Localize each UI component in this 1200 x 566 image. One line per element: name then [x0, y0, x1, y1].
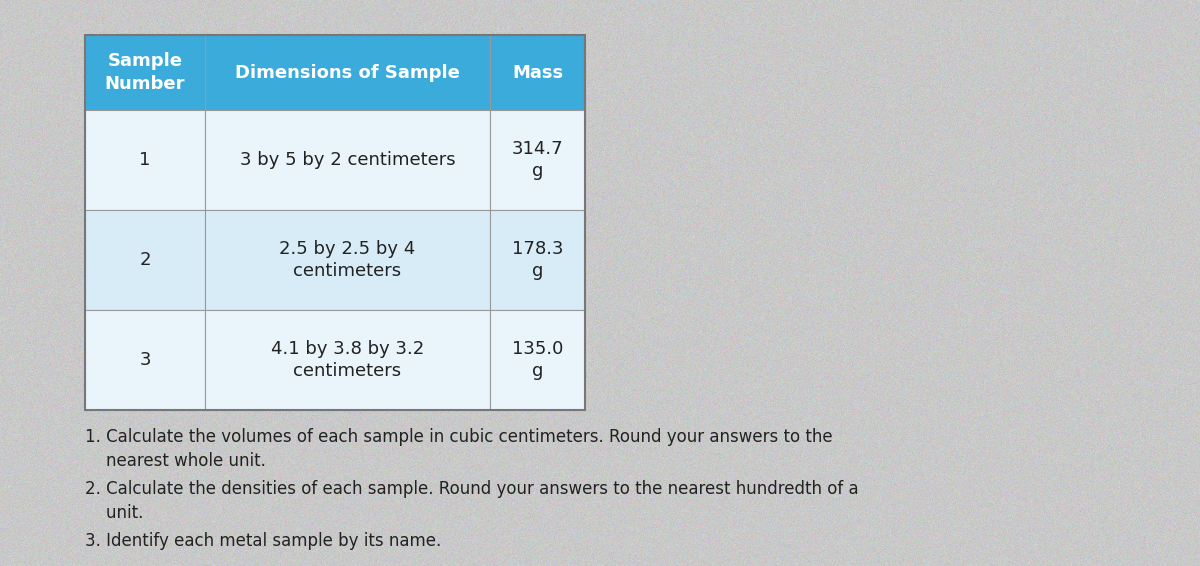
Text: 314.7
g: 314.7 g	[511, 140, 563, 180]
Bar	[205, 35, 490, 110]
Bar	[490, 310, 586, 410]
Bar	[85, 35, 205, 110]
Bar	[490, 110, 586, 210]
Bar	[490, 35, 586, 110]
Text: 178.3
g: 178.3 g	[511, 240, 563, 280]
Text: 1. Calculate the volumes of each sample in cubic centimeters. Round your answers: 1. Calculate the volumes of each sample …	[85, 428, 833, 470]
Bar	[205, 310, 490, 410]
Bar	[85, 110, 205, 210]
Text: 1: 1	[139, 151, 151, 169]
Text: 2.5 by 2.5 by 4
centimeters: 2.5 by 2.5 by 4 centimeters	[280, 240, 415, 280]
Bar	[205, 110, 490, 210]
Text: 3. Identify each metal sample by its name.: 3. Identify each metal sample by its nam…	[85, 532, 442, 550]
Bar	[205, 210, 490, 310]
Text: 135.0
g: 135.0 g	[512, 340, 563, 380]
Text: Dimensions of Sample: Dimensions of Sample	[235, 63, 460, 82]
Bar	[490, 210, 586, 310]
Text: 2. Calculate the densities of each sample. Round your answers to the nearest hun: 2. Calculate the densities of each sampl…	[85, 480, 859, 522]
Bar	[85, 210, 205, 310]
Bar	[85, 310, 205, 410]
Text: Sample
Number: Sample Number	[104, 53, 185, 93]
Text: 4.1 by 3.8 by 3.2
centimeters: 4.1 by 3.8 by 3.2 centimeters	[271, 340, 424, 380]
Text: 2: 2	[139, 251, 151, 269]
Bar	[85, 35, 586, 410]
Text: Mass: Mass	[512, 63, 563, 82]
Text: 3 by 5 by 2 centimeters: 3 by 5 by 2 centimeters	[240, 151, 455, 169]
Text: 3: 3	[139, 351, 151, 369]
